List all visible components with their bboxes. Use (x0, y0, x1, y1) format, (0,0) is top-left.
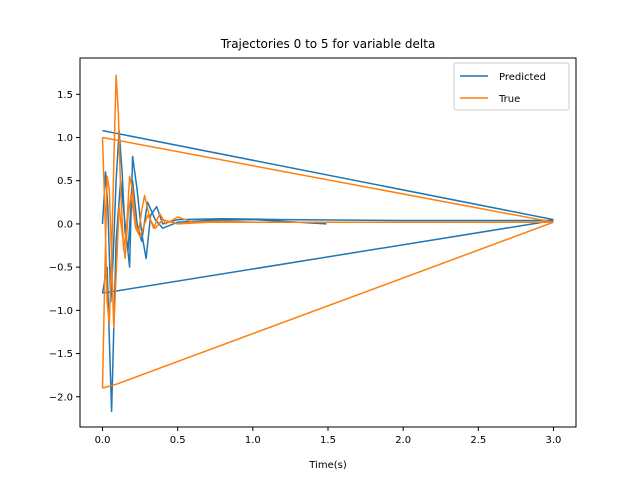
y-tick-label: 0.0 (57, 219, 73, 230)
y-tick-label: −1.0 (49, 306, 73, 317)
y-axis: −2.0 −1.5 −1.0 −0.5 0.0 0.5 1.0 1.5 (49, 90, 80, 403)
plot-area (101, 74, 554, 413)
x-tick-label: 1.5 (320, 435, 336, 446)
x-tick-label: 3.0 (546, 435, 562, 446)
axes-frame (79, 57, 577, 428)
series-line-predicted (101, 129, 554, 413)
y-tick-label: 0.5 (57, 176, 73, 187)
x-tick-label: 0.0 (95, 435, 111, 446)
y-tick-label: −2.0 (49, 392, 73, 403)
x-tick-label: 2.0 (395, 435, 411, 446)
x-tick-label: 2.5 (470, 435, 486, 446)
legend-label-true: True (498, 94, 520, 105)
legend-label-predicted: Predicted (499, 72, 546, 83)
x-axis: 0.0 0.5 1.0 1.5 2.0 2.5 3.0 (95, 427, 562, 446)
y-tick-label: −1.5 (49, 349, 73, 360)
x-axis-label: Time(s) (308, 460, 347, 471)
y-tick-label: 1.5 (57, 90, 73, 101)
y-tick-label: 1.0 (57, 133, 73, 144)
series-line-true (101, 74, 554, 389)
y-tick-label: −0.5 (49, 263, 73, 274)
x-tick-label: 0.5 (170, 435, 186, 446)
chart-title: Trajectories 0 to 5 for variable delta (220, 37, 436, 51)
x-tick-label: 1.0 (245, 435, 261, 446)
legend: Predicted True (453, 62, 570, 111)
